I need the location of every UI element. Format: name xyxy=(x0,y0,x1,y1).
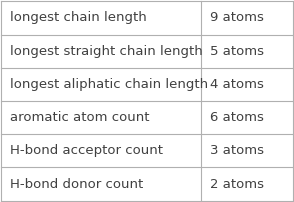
Text: H-bond acceptor count: H-bond acceptor count xyxy=(10,144,163,157)
Text: 2 atoms: 2 atoms xyxy=(210,178,264,190)
Text: longest aliphatic chain length: longest aliphatic chain length xyxy=(10,78,208,91)
Text: 3 atoms: 3 atoms xyxy=(210,144,264,157)
Text: H-bond donor count: H-bond donor count xyxy=(10,178,143,190)
Text: longest straight chain length: longest straight chain length xyxy=(10,45,203,58)
Text: aromatic atom count: aromatic atom count xyxy=(10,111,150,124)
Text: 9 atoms: 9 atoms xyxy=(210,12,263,24)
Text: 5 atoms: 5 atoms xyxy=(210,45,264,58)
Text: 6 atoms: 6 atoms xyxy=(210,111,263,124)
Text: 4 atoms: 4 atoms xyxy=(210,78,263,91)
Text: longest chain length: longest chain length xyxy=(10,12,147,24)
